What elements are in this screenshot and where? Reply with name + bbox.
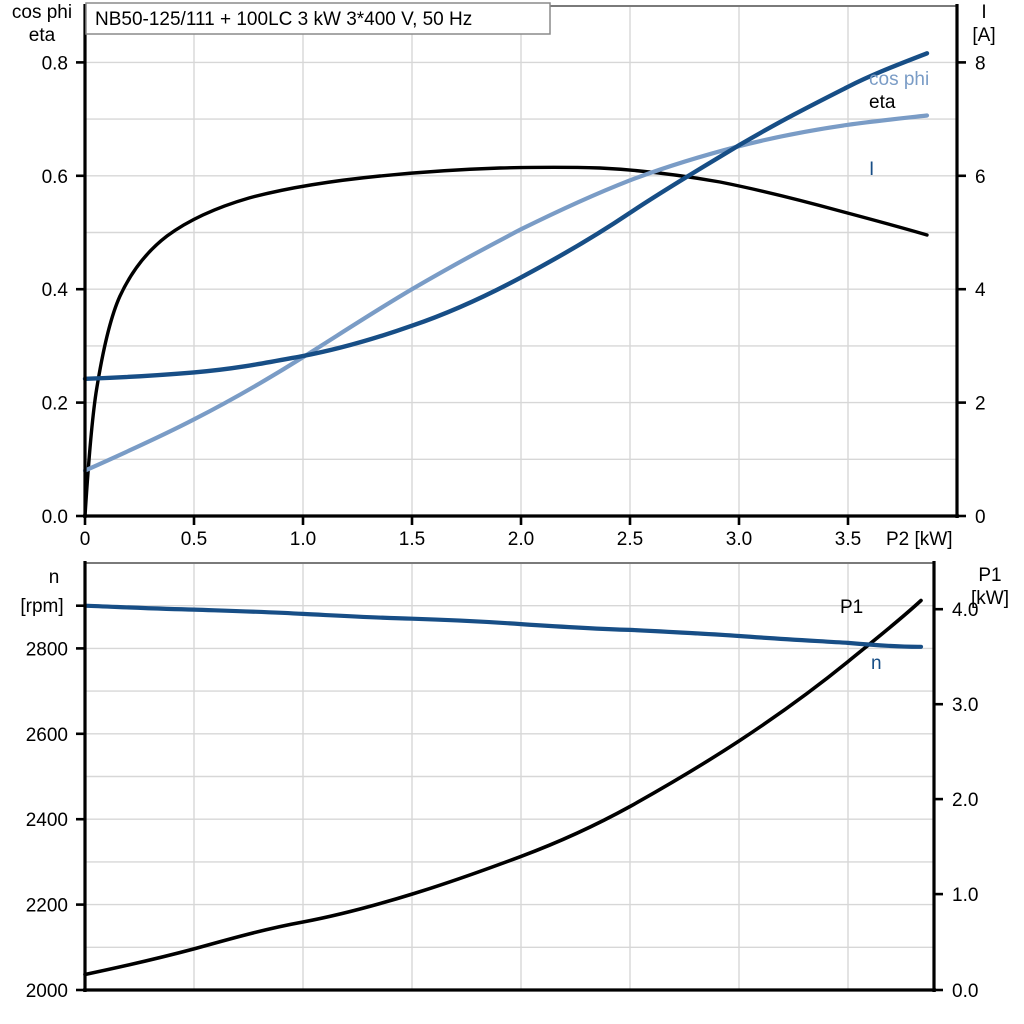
- bottom-chart-right-ticks: [934, 607, 943, 992]
- top-x-tick-7: 3.5: [835, 529, 861, 550]
- top-chart-vertical-gridlines: [193, 6, 849, 516]
- bottom-chart-left-ticks: [76, 604, 85, 992]
- top-right-tick-3: 6: [975, 167, 986, 188]
- top-left-tick-0: 0.0: [42, 507, 68, 528]
- bottom-left-tick-3: 2600: [26, 725, 68, 746]
- curve-label-cos-phi: cos phi: [869, 69, 929, 90]
- bottom-right-tick-1: 1.0: [952, 885, 978, 906]
- chart-title: NB50-125/111 + 100LC 3 kW 3*400 V, 50 Hz: [95, 9, 472, 30]
- top-right-tick-4: 8: [975, 53, 986, 74]
- top-left-tick-3: 0.6: [42, 167, 68, 188]
- top-chart-horizontal-gridlines: [85, 61, 957, 460]
- bottom-chart-horizontal-gridlines: [85, 605, 934, 948]
- curve-current: [82, 51, 930, 381]
- top-right-tick-2: 4: [975, 280, 986, 301]
- curve-label-p1: P1: [840, 597, 863, 618]
- curve-cos-phi: [82, 113, 930, 473]
- top-x-tick-0: 0: [80, 529, 91, 550]
- bottom-chart-left-axis-title-2: [rpm]: [20, 596, 63, 617]
- top-right-tick-1: 2: [975, 394, 986, 415]
- top-chart-left-axis-title-1: cos phi: [12, 2, 72, 23]
- bottom-right-tick-2: 2.0: [952, 790, 978, 811]
- top-chart-right-axis-title-2: [A]: [972, 25, 995, 46]
- top-x-tick-1: 0.5: [181, 529, 207, 550]
- bottom-left-tick-4: 2800: [26, 639, 68, 660]
- bottom-chart-right-axis-title-1: P1: [978, 565, 1001, 586]
- top-x-tick-2: 1.0: [290, 529, 316, 550]
- top-chart-right-axis-title-1: I: [981, 2, 986, 23]
- top-x-tick-3: 1.5: [399, 529, 425, 550]
- bottom-left-tick-1: 2200: [26, 896, 68, 917]
- bottom-right-tick-0: 0.0: [952, 981, 978, 1002]
- top-chart: 0.0 0.2 0.4 0.6 0.8 0 2 4 6 8 0 0.5 1.0 …: [12, 2, 996, 550]
- bottom-right-tick-3: 3.0: [952, 695, 978, 716]
- top-left-tick-2: 0.4: [42, 280, 69, 301]
- top-chart-x-ticks: [83, 516, 850, 525]
- top-chart-left-axis-title-2: eta: [29, 25, 56, 46]
- top-x-tick-5: 2.5: [617, 529, 643, 550]
- bottom-chart-right-axis-title-2: [kW]: [971, 588, 1009, 609]
- bottom-left-tick-0: 2000: [26, 981, 68, 1002]
- top-x-tick-4: 2.0: [508, 529, 534, 550]
- curve-label-eta: eta: [869, 92, 896, 113]
- top-left-tick-1: 0.2: [42, 394, 68, 415]
- curve-label-speed: n: [871, 653, 882, 674]
- top-chart-right-ticks: [957, 61, 966, 518]
- curve-speed: [82, 603, 924, 649]
- bottom-chart-left-axis-title-1: n: [49, 567, 60, 588]
- curve-label-current: I: [869, 159, 874, 180]
- top-left-tick-4: 0.8: [42, 53, 68, 74]
- bottom-chart: 2000 2200 2400 2600 2800 0.0 1.0 2.0 3.0…: [20, 561, 1009, 1002]
- top-chart-left-ticks: [76, 61, 85, 518]
- top-right-tick-0: 0: [975, 507, 986, 528]
- top-chart-x-axis-title: P2 [kW]: [886, 529, 953, 550]
- bottom-left-tick-2: 2400: [26, 810, 68, 831]
- chart-title-box: [85, 2, 551, 35]
- bottom-right-tick-4: 4.0: [952, 600, 978, 621]
- curve-p1: [83, 598, 923, 977]
- top-x-tick-6: 3.0: [726, 529, 752, 550]
- curve-eta: [83, 165, 929, 518]
